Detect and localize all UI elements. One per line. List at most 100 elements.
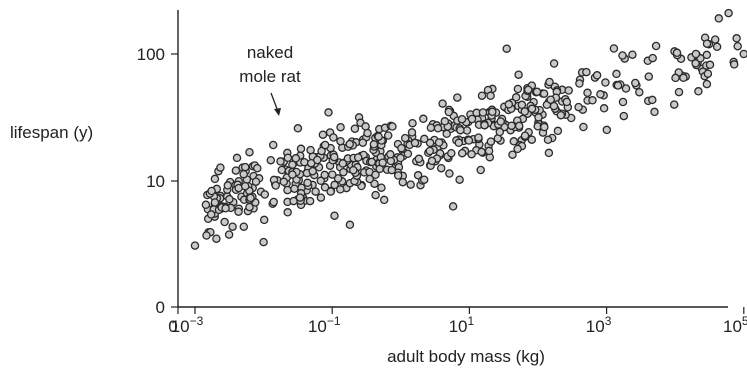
data-point	[457, 148, 467, 158]
data-point	[508, 150, 517, 159]
data-point	[480, 120, 489, 130]
data-point	[545, 77, 554, 87]
data-point	[240, 162, 250, 172]
x-tick-label: 105	[723, 314, 747, 336]
data-point	[313, 155, 322, 165]
data-point	[253, 163, 262, 173]
data-point	[330, 211, 339, 220]
data-point	[330, 180, 339, 190]
data-point	[216, 163, 225, 172]
data-point	[514, 70, 523, 79]
data-point	[702, 79, 712, 89]
data-point	[371, 190, 380, 200]
data-point	[739, 49, 747, 59]
data-point	[496, 117, 505, 126]
data-point	[240, 181, 250, 191]
data-point	[612, 69, 621, 79]
data-point	[702, 39, 712, 48]
data-point	[445, 169, 454, 178]
data-point	[224, 230, 234, 239]
data-point	[456, 125, 465, 135]
data-point	[454, 138, 464, 148]
data-point	[618, 51, 627, 60]
data-point	[635, 87, 644, 97]
data-point	[246, 193, 255, 203]
data-point	[575, 79, 584, 88]
data-point	[303, 178, 312, 188]
data-point	[259, 237, 268, 247]
data-point	[363, 128, 372, 138]
annotation-arrow-head	[274, 108, 281, 116]
data-point	[592, 71, 602, 80]
data-point	[583, 88, 592, 98]
data-point	[514, 121, 524, 131]
data-point	[602, 125, 612, 135]
data-point	[511, 93, 521, 102]
x-tick-label: 10−3	[171, 314, 204, 336]
data-point	[410, 138, 420, 148]
data-point	[316, 193, 326, 202]
data-point	[345, 139, 354, 149]
data-point	[549, 59, 559, 68]
data-point	[609, 44, 619, 53]
data-point	[488, 107, 497, 117]
data-point	[202, 231, 211, 240]
data-point	[648, 95, 657, 105]
data-point	[400, 133, 410, 143]
data-point	[210, 174, 220, 184]
data-point	[277, 165, 287, 175]
data-point	[434, 138, 444, 147]
data-point	[260, 190, 270, 199]
data-point	[234, 207, 243, 216]
axes	[177, 10, 728, 308]
data-point	[495, 127, 505, 137]
data-point	[338, 159, 348, 168]
annotation-naked-mole-rat: naked mole rat	[239, 43, 301, 116]
data-point	[318, 130, 328, 139]
data-point	[239, 169, 248, 179]
data-point	[532, 87, 542, 97]
data-point	[613, 81, 623, 90]
data-point	[398, 177, 408, 187]
data-point	[276, 157, 285, 166]
data-point	[438, 99, 447, 108]
data-point	[478, 108, 488, 117]
data-point	[371, 170, 380, 180]
data-point	[457, 114, 467, 124]
data-point	[403, 149, 413, 159]
data-point	[436, 163, 446, 173]
data-point	[408, 118, 417, 128]
data-point	[232, 153, 242, 163]
data-point	[694, 87, 703, 96]
data-point	[295, 193, 305, 202]
data-point	[369, 140, 379, 149]
data-point	[406, 180, 415, 189]
data-point	[691, 49, 701, 59]
data-point	[513, 144, 522, 154]
data-point	[210, 198, 220, 207]
data-point	[365, 174, 374, 184]
data-point	[520, 131, 530, 140]
data-point	[221, 204, 230, 213]
data-point	[388, 122, 397, 131]
data-point	[201, 200, 211, 210]
data-point	[350, 124, 360, 133]
data-point	[486, 91, 495, 101]
data-point	[564, 86, 573, 95]
data-point	[425, 146, 435, 156]
data-point	[544, 148, 554, 158]
data-point	[619, 111, 629, 121]
data-point	[601, 78, 610, 87]
data-point	[320, 140, 330, 150]
data-point	[396, 153, 405, 163]
data-point	[251, 177, 261, 186]
data-point	[433, 124, 443, 133]
data-point	[324, 108, 333, 117]
data-point	[245, 147, 254, 157]
data-point	[386, 150, 395, 159]
data-point	[628, 50, 637, 59]
annotation-line-2: mole rat	[239, 67, 301, 86]
data-point	[239, 222, 249, 231]
data-point	[308, 166, 317, 176]
